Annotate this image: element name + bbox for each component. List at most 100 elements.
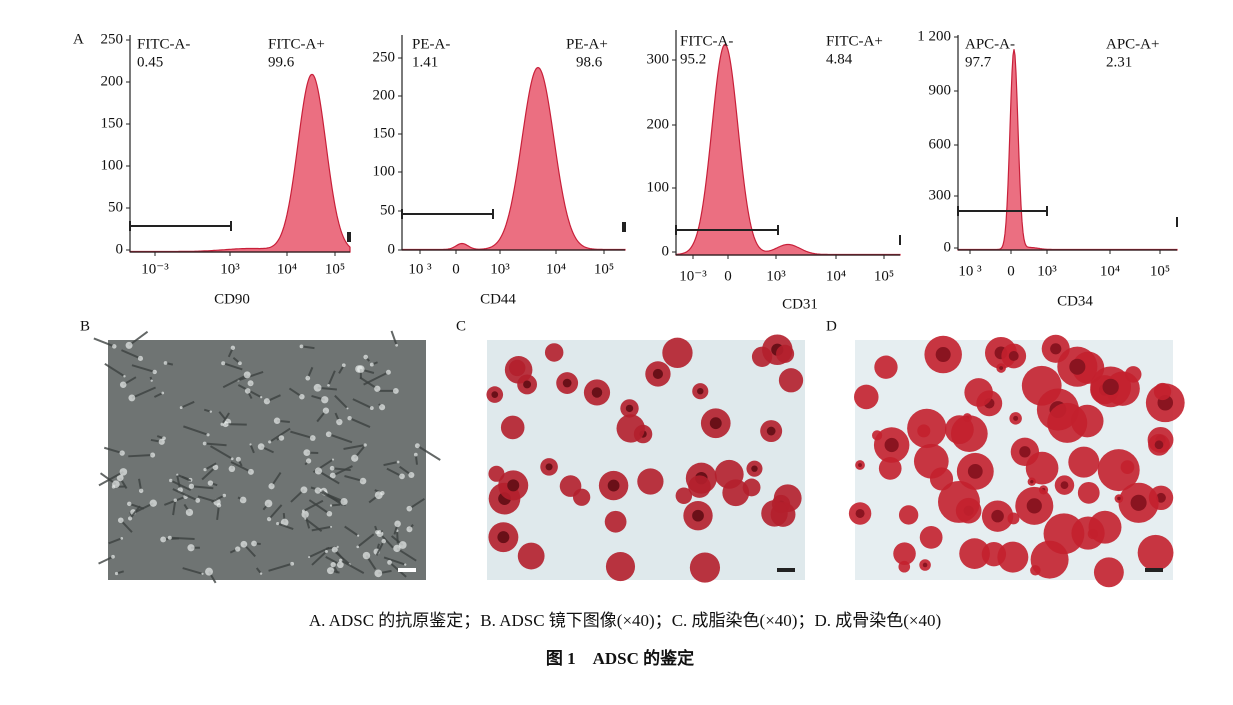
cell (339, 559, 342, 562)
gate-percent: 98.6 (576, 54, 603, 70)
cell (152, 370, 156, 374)
x-axis-label: CD34 (1057, 293, 1093, 309)
cell (715, 460, 744, 489)
cell (363, 552, 370, 559)
cell (1138, 535, 1174, 571)
cell (327, 567, 334, 574)
cell (127, 502, 131, 506)
cell (327, 384, 330, 387)
y-tick-label: 0 (116, 241, 124, 257)
cell-core (1050, 343, 1061, 354)
cell (128, 455, 152, 456)
cell-core (491, 391, 498, 398)
cell (120, 537, 123, 540)
scale-bar (777, 568, 795, 572)
cell (301, 486, 308, 493)
gate-label: PE-A- (412, 36, 450, 52)
cell (393, 388, 399, 394)
cell-core (563, 379, 572, 388)
cell-core (968, 464, 983, 479)
x-tick-label: 0 (452, 261, 460, 277)
figure-title: 图 1 ADSC 的鉴定 (546, 648, 694, 668)
cell (304, 518, 306, 520)
cell (325, 550, 328, 553)
cell (314, 384, 322, 392)
cell (112, 480, 120, 488)
cell (332, 547, 338, 553)
cell (260, 572, 262, 574)
cell (299, 394, 304, 399)
cell (899, 505, 918, 524)
gate-percent: 2.31 (1106, 54, 1132, 70)
cell (128, 516, 132, 520)
cell (201, 573, 203, 575)
cell-core (1013, 416, 1018, 421)
cell (189, 484, 194, 489)
gate-label: FITC-A- (680, 33, 733, 49)
cell-core (751, 465, 757, 471)
y-tick-label: 0 (388, 241, 396, 257)
cell (267, 517, 271, 521)
cell-core (1030, 480, 1033, 483)
cell (387, 560, 392, 565)
cell (320, 489, 323, 492)
y-tick-label: 0 (662, 243, 670, 259)
cell (370, 363, 374, 367)
cell (330, 526, 332, 528)
cell (399, 541, 407, 549)
scale-bar (398, 568, 416, 572)
cell (115, 572, 118, 575)
cell-core (1027, 498, 1042, 513)
panel-label: A (73, 31, 84, 47)
cell-core (1061, 481, 1069, 489)
cell (265, 500, 273, 508)
cell (637, 468, 663, 494)
cell (1121, 460, 1135, 474)
cell-core (936, 347, 951, 362)
cell-core (923, 563, 928, 568)
y-tick-label: 100 (101, 157, 124, 173)
cell (161, 392, 164, 395)
cell (120, 381, 127, 388)
x-axis-label: CD90 (214, 291, 250, 307)
cell (164, 361, 168, 365)
cell-core (1009, 351, 1019, 361)
y-tick-label: 100 (373, 163, 396, 179)
cell (203, 468, 206, 471)
y-tick-label: 900 (929, 82, 952, 98)
cell (123, 375, 125, 377)
cell (381, 539, 385, 543)
cell (346, 407, 348, 409)
cell-core (507, 479, 519, 491)
cell (208, 480, 213, 485)
cell-core (1069, 359, 1085, 375)
cell (743, 479, 761, 497)
cell (223, 494, 226, 497)
cell (245, 388, 251, 394)
cell (920, 526, 943, 549)
cell-core (592, 387, 602, 397)
x-tick-label: 10⁵ (874, 268, 894, 284)
cell (279, 435, 285, 441)
cell (1007, 512, 1019, 524)
cell (331, 562, 336, 567)
cell (1089, 511, 1122, 544)
cell (126, 342, 133, 349)
cell (303, 449, 310, 456)
cell (276, 522, 279, 525)
cell (779, 368, 803, 392)
gate-percent: 0.45 (137, 54, 163, 70)
cell (394, 521, 401, 528)
cell (128, 395, 135, 402)
cell (560, 475, 582, 497)
y-tick-label: 300 (647, 51, 670, 67)
cell (406, 506, 412, 512)
cell (268, 483, 274, 489)
cell (370, 406, 374, 410)
gate-percent: 99.6 (268, 54, 295, 70)
cell (240, 497, 247, 504)
y-tick-label: 200 (373, 87, 396, 103)
cell (170, 538, 195, 539)
cell (854, 385, 879, 410)
